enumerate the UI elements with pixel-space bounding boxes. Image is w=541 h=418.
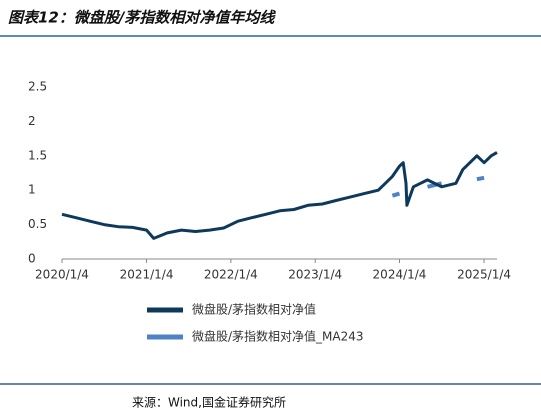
x-tick-label: 2023/1/4 [288,268,342,282]
x-tick-label: 2020/1/4 [35,268,89,282]
source: 来源：Wind,国金证券研究所 [132,395,286,410]
y-tick-label: 0 [28,252,36,266]
x-tick-label: 2022/1/4 [204,268,258,282]
legend-label: 微盘股/茅指数相对净值_MA243 [192,329,364,344]
y-tick-label: 1 [28,183,36,197]
x-tick-label: 2021/1/4 [120,268,174,282]
chart-title: 图表12：微盘股/茅指数相对净值年均线 [8,9,276,27]
legend-label: 微盘股/茅指数相对净值 [192,302,316,317]
series-line [61,151,498,240]
y-tick-label: 0.5 [28,217,47,231]
x-tick-label: 2025/1/4 [457,268,511,282]
y-tick-label: 2.5 [28,80,47,94]
y-tick-label: 2 [28,114,36,128]
y-tick-label: 1.5 [28,148,47,162]
x-tick-label: 2024/1/4 [373,268,427,282]
